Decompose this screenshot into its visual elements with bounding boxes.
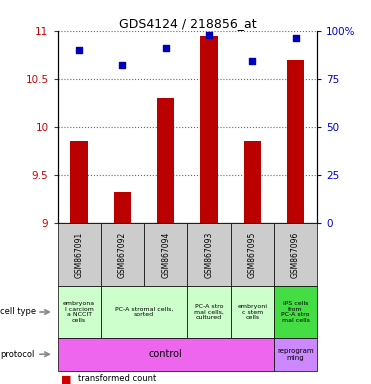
Text: embryona
l carciom
a NCCIT
cells: embryona l carciom a NCCIT cells: [63, 301, 95, 323]
Bar: [70, 141, 88, 223]
Text: GSM867096: GSM867096: [291, 231, 300, 278]
Point: [249, 58, 255, 65]
Text: transformed count: transformed count: [78, 374, 156, 383]
Bar: [114, 192, 131, 223]
Text: GSM867093: GSM867093: [204, 231, 213, 278]
Text: GSM867094: GSM867094: [161, 231, 170, 278]
Text: protocol: protocol: [0, 350, 35, 359]
Bar: [157, 98, 174, 223]
Point: [206, 31, 212, 38]
Text: ■: ■: [61, 374, 72, 384]
Text: GSM867095: GSM867095: [248, 231, 257, 278]
Point: [163, 45, 169, 51]
Text: embryoni
c stem
cells: embryoni c stem cells: [237, 304, 267, 320]
Text: PC-A stromal cells,
sorted: PC-A stromal cells, sorted: [115, 307, 173, 317]
Text: control: control: [149, 349, 183, 359]
Text: GSM867091: GSM867091: [75, 231, 83, 278]
Point: [119, 62, 125, 68]
Text: cell type: cell type: [0, 308, 36, 316]
Title: GDS4124 / 218856_at: GDS4124 / 218856_at: [119, 17, 256, 30]
Point: [76, 47, 82, 53]
Bar: [200, 36, 218, 223]
Text: reprogram
ming: reprogram ming: [277, 348, 314, 361]
Text: iPS cells
from
PC-A stro
mal cells: iPS cells from PC-A stro mal cells: [281, 301, 310, 323]
Text: GSM867092: GSM867092: [118, 231, 127, 278]
Text: PC-A stro
mal cells,
cultured: PC-A stro mal cells, cultured: [194, 304, 224, 320]
Bar: [244, 141, 261, 223]
Point: [293, 35, 299, 41]
Bar: [287, 60, 304, 223]
